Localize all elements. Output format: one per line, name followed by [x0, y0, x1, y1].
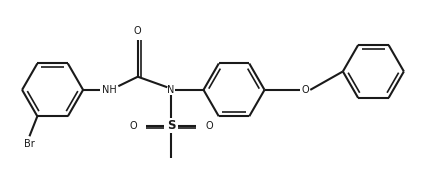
Text: O: O — [205, 121, 213, 131]
Text: O: O — [134, 26, 142, 36]
Text: NH: NH — [102, 85, 117, 95]
Text: Br: Br — [24, 139, 35, 149]
Text: O: O — [129, 121, 137, 131]
Text: N: N — [167, 85, 175, 95]
Text: O: O — [301, 85, 309, 95]
Text: S: S — [167, 119, 175, 132]
